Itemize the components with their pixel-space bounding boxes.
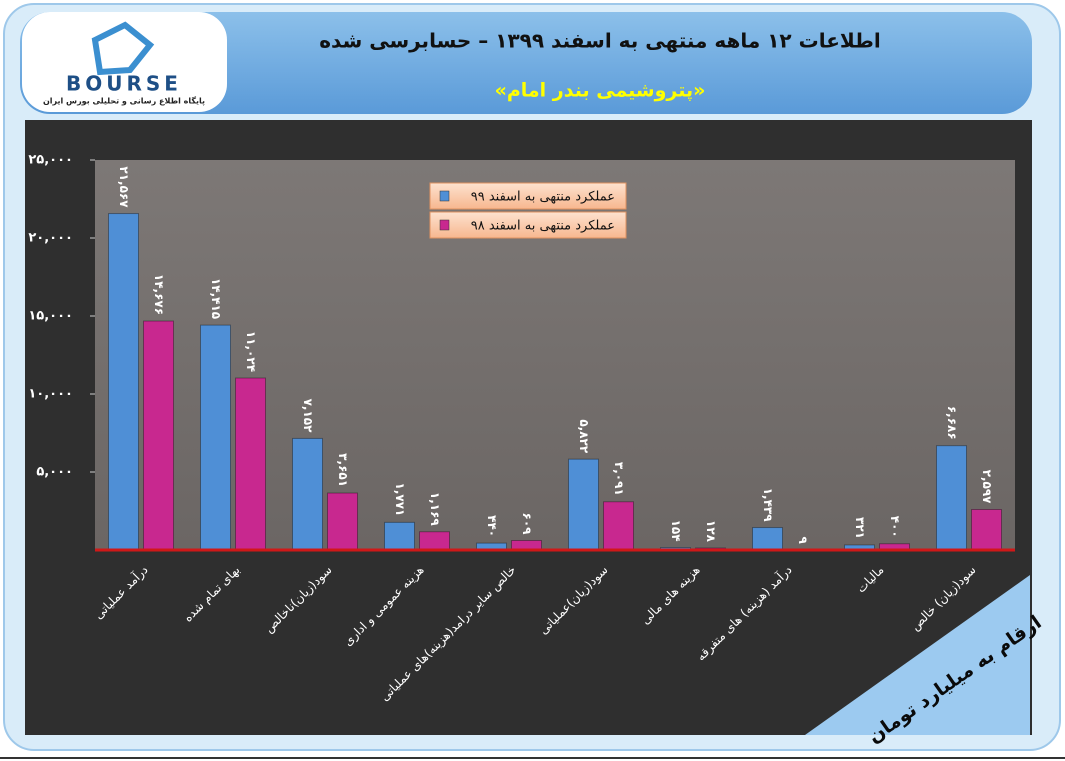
- title: اطلاعات ۱۲ ماهه منتهی به اسفند ۱۳۹۹ – حس…: [319, 29, 881, 53]
- value-label: ۴۴۰: [485, 515, 499, 537]
- y-tick-label: ۱۰,۰۰۰: [28, 387, 73, 402]
- bar: [603, 501, 634, 551]
- value-label: ۱۱,۰۲۴: [244, 331, 258, 372]
- y-tick-label: ۱۵,۰۰۰: [28, 309, 73, 324]
- y-tick-label: ۲۰,۰۰۰: [28, 231, 73, 246]
- bar: [752, 527, 783, 551]
- logo-caption: پایگاه اطلاع رسانی و تحلیلی بورس ایران: [43, 96, 205, 107]
- y-tick-label: ۵,۰۰۰: [36, 465, 73, 480]
- bar: [384, 521, 415, 551]
- value-label: ۶۰۹: [520, 513, 534, 536]
- value-label: ۵,۸۲۲: [577, 419, 591, 454]
- logo-box: [22, 12, 227, 112]
- bar: [936, 445, 967, 551]
- value-label: ۳,۶۵۱: [336, 453, 350, 487]
- value-label: ۷,۱۵۲: [301, 399, 315, 434]
- value-label: ۱۴,۶۷۶: [152, 274, 166, 315]
- logo-text: BOURSE: [66, 72, 182, 96]
- value-label: ۱۴,۴۱۵: [209, 278, 223, 319]
- bar: [143, 320, 174, 551]
- value-label: ۹: [796, 537, 810, 545]
- value-label: ۳۲۱: [853, 517, 867, 539]
- bar: [108, 213, 139, 551]
- unit-badge: [805, 575, 1030, 735]
- value-label: ۳,۰۹۱: [612, 462, 626, 496]
- subtitle: «پتروشیمی بندر امام»: [495, 80, 706, 102]
- bar: [235, 377, 266, 551]
- logo-icon: [91, 21, 155, 76]
- bar: [568, 458, 599, 551]
- bar: [327, 492, 358, 551]
- legend-label: عملکرد منتهی به اسفند ۹۹: [471, 190, 615, 205]
- value-label: ۱۵۴: [669, 520, 683, 542]
- header-band: [20, 12, 1032, 114]
- value-label: ۱۲۸: [704, 520, 718, 543]
- value-label: ۱,۴۳۹: [761, 488, 775, 523]
- bar: [200, 324, 231, 551]
- legend-swatch: [439, 219, 450, 231]
- bar: [419, 531, 450, 551]
- bar: [971, 508, 1002, 551]
- value-label: ۱,۷۷۱: [393, 483, 407, 517]
- value-label: ۴۰۰: [888, 516, 902, 538]
- value-label: ۶,۶۸۶: [945, 406, 959, 440]
- legend: عملکرد منتهی به اسفند ۹۹ عملکرد منتهی به …: [429, 182, 627, 239]
- value-label: ۲,۵۹۷: [980, 470, 994, 505]
- value-label: ۱,۱۶۹: [428, 492, 442, 527]
- legend-box: [429, 211, 627, 239]
- y-tick-label: ۲۵,۰۰۰: [28, 153, 73, 168]
- legend-box: [429, 182, 627, 210]
- legend-label: عملکرد منتهی به اسفند ۹۸: [471, 219, 615, 234]
- bar: [292, 437, 323, 551]
- legend-swatch: [439, 190, 450, 202]
- value-label: ۲۱,۵۶۷: [117, 166, 131, 208]
